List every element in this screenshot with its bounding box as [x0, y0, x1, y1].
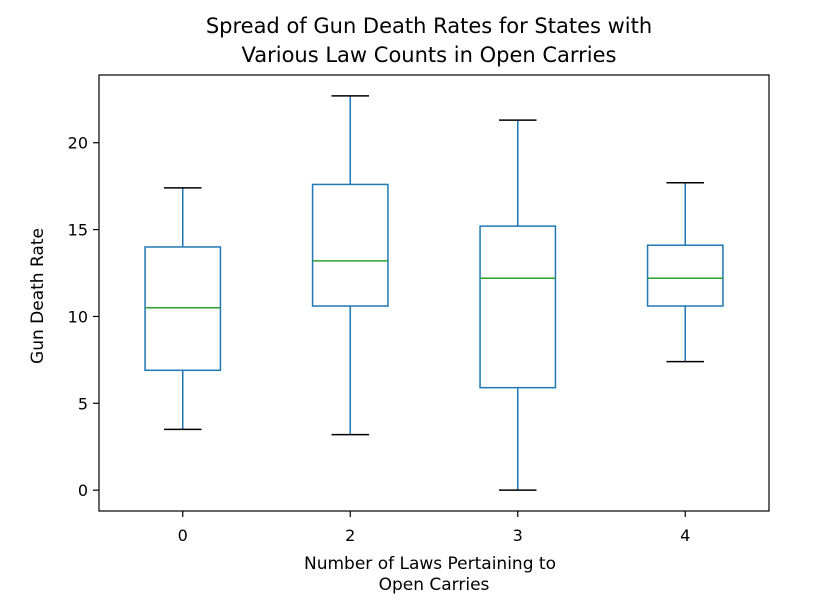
box-category-0: [144, 187, 222, 431]
chart-title-line-1: Spread of Gun Death Rates for States wit…: [206, 14, 652, 38]
x-tick-label: 4: [680, 526, 690, 545]
x-axis-label-line-1: Number of Laws Pertaining to: [304, 554, 556, 574]
iqr-box: [479, 225, 557, 389]
y-tick-label: 5: [78, 394, 88, 413]
x-tick-label: 3: [513, 526, 523, 545]
y-tick-label: 15: [68, 221, 88, 240]
y-axis: 0 5 10 15 20: [68, 134, 99, 500]
iqr-box: [646, 244, 724, 307]
x-axis-label-line-2: Open Carries: [379, 575, 490, 595]
y-tick-label: 0: [78, 481, 88, 500]
iqr-box: [144, 246, 222, 372]
x-tick-label: 0: [178, 526, 188, 545]
y-tick-label: 20: [68, 134, 88, 153]
chart-title-line-2: Various Law Counts in Open Carries: [242, 43, 617, 67]
y-axis-label: Gun Death Rate: [28, 228, 48, 364]
box-category-3: [479, 119, 557, 491]
y-tick-label: 10: [68, 307, 88, 326]
plot-area-frame: [98, 74, 770, 512]
boxes-group: [144, 95, 724, 491]
x-tick-label: 2: [345, 526, 355, 545]
iqr-box: [311, 183, 389, 307]
box-category-4: [646, 181, 724, 363]
box-category-2: [311, 95, 389, 436]
x-axis: 0 2 3 4: [178, 511, 690, 545]
